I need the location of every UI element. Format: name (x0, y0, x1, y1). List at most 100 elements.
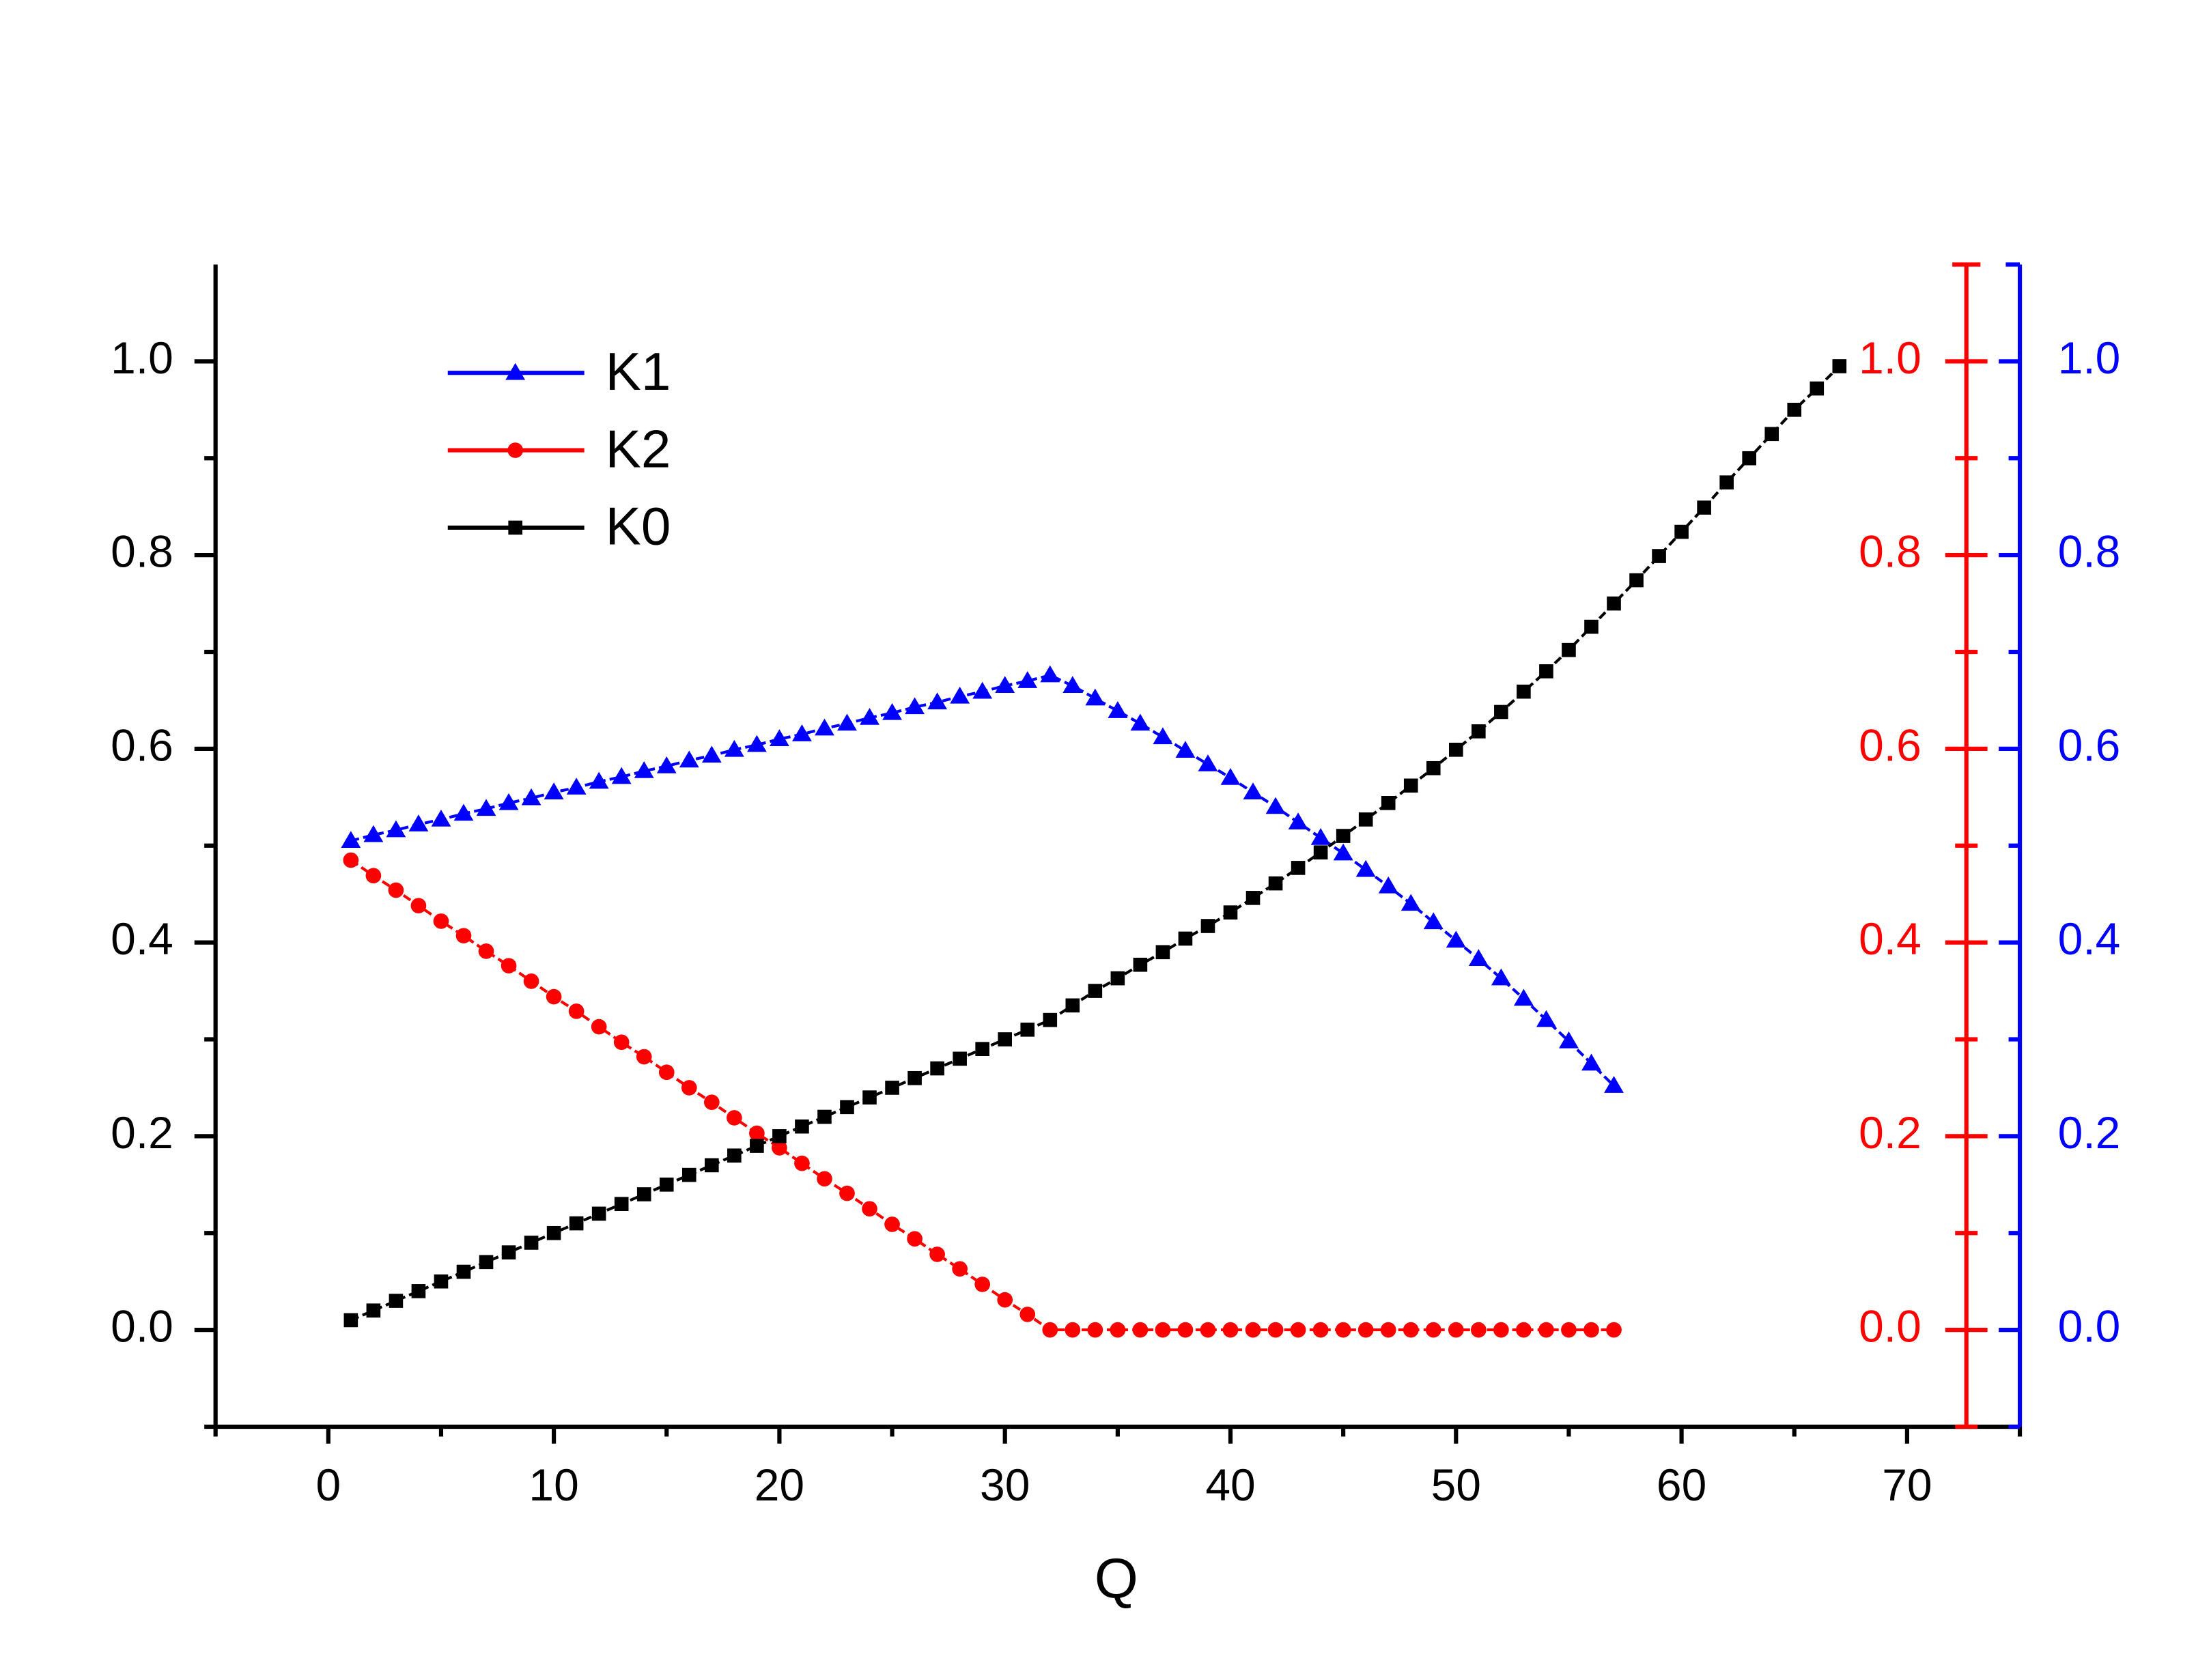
marker (1470, 1322, 1487, 1338)
marker (1288, 812, 1308, 830)
marker (1108, 701, 1128, 718)
y-tick-label: 0.6 (111, 720, 173, 770)
marker (1604, 1076, 1624, 1093)
marker (1065, 1322, 1081, 1338)
marker (1110, 971, 1125, 986)
marker (589, 771, 609, 789)
marker (862, 1201, 877, 1217)
marker (434, 1274, 449, 1289)
marker (746, 735, 767, 752)
marker (681, 1080, 697, 1096)
y-tick-label: 0.2 (111, 1107, 173, 1158)
marker (1175, 741, 1196, 758)
marker (1178, 931, 1193, 946)
legend-label: K1 (606, 341, 671, 401)
marker (1536, 1010, 1556, 1027)
x-tick-label: 20 (755, 1460, 804, 1510)
marker (769, 729, 789, 746)
marker (1606, 1322, 1622, 1338)
marker (1245, 1322, 1261, 1338)
marker (566, 778, 587, 795)
marker (498, 793, 519, 810)
marker (885, 1081, 899, 1095)
marker (453, 803, 474, 821)
x-tick-label: 50 (1431, 1460, 1481, 1510)
marker (365, 868, 382, 884)
marker (1446, 930, 1466, 948)
marker (1426, 760, 1441, 775)
y-tick-label: 1.0 (111, 332, 173, 383)
marker (410, 898, 427, 914)
marker (884, 1216, 900, 1232)
marker (455, 928, 472, 944)
marker (546, 1225, 561, 1240)
marker (1110, 1322, 1126, 1338)
y2-tick-label: 1.0 (1859, 332, 1922, 383)
marker (546, 988, 562, 1005)
y3-tick-label: 0.0 (2058, 1301, 2121, 1352)
marker (862, 1090, 877, 1105)
marker (479, 1255, 494, 1270)
y-tick-label: 0.0 (111, 1301, 173, 1352)
marker (794, 1155, 810, 1171)
marker (1494, 704, 1508, 720)
marker (1198, 754, 1218, 771)
marker (569, 1216, 584, 1231)
marker (1220, 768, 1241, 785)
marker (950, 686, 970, 704)
marker (1403, 1322, 1419, 1338)
marker (1155, 945, 1170, 960)
marker (1493, 1322, 1509, 1338)
marker (998, 1032, 1013, 1047)
marker (389, 1294, 404, 1308)
y2-tick-label: 0.6 (1859, 720, 1922, 770)
marker (1042, 1322, 1058, 1338)
marker (679, 750, 699, 768)
marker (703, 1094, 720, 1111)
series-line (350, 365, 1841, 1322)
legend-label: K0 (606, 496, 671, 556)
marker (524, 1236, 539, 1250)
marker (1290, 1322, 1306, 1338)
y-tick-label: 0.8 (111, 526, 173, 577)
marker (772, 1129, 787, 1143)
marker (656, 756, 677, 773)
marker (1539, 664, 1553, 679)
marker (1085, 688, 1106, 706)
series-line (350, 859, 1614, 1332)
marker (929, 1247, 945, 1262)
marker (1562, 642, 1576, 657)
marker (905, 697, 925, 715)
marker (1516, 1322, 1532, 1338)
marker (568, 1003, 585, 1019)
marker (1719, 475, 1734, 490)
x-tick-label: 0 (315, 1460, 341, 1510)
marker (882, 702, 902, 720)
y3-tick-label: 1.0 (2058, 332, 2121, 383)
marker (1245, 891, 1261, 905)
marker (1538, 1322, 1554, 1338)
marker (1312, 1322, 1329, 1338)
marker (501, 958, 517, 974)
marker (1291, 861, 1306, 875)
marker (1448, 1322, 1464, 1338)
y3-tick-label: 0.4 (2058, 913, 2121, 964)
marker (1268, 876, 1283, 891)
marker (1265, 797, 1286, 814)
marker (1336, 829, 1351, 843)
marker (727, 1148, 742, 1163)
marker (1764, 427, 1779, 442)
marker (1559, 1031, 1579, 1049)
marker (997, 1292, 1013, 1308)
marker (1629, 573, 1644, 588)
marker (972, 681, 993, 699)
marker (749, 1125, 765, 1141)
marker (860, 708, 879, 725)
y3-tick-label: 0.2 (2058, 1107, 2121, 1158)
x-tick-label: 60 (1657, 1460, 1706, 1510)
marker (1380, 1322, 1396, 1338)
y2-tick-label: 0.4 (1859, 913, 1922, 964)
marker (1400, 894, 1421, 911)
marker (1243, 782, 1263, 800)
marker (1378, 876, 1398, 894)
